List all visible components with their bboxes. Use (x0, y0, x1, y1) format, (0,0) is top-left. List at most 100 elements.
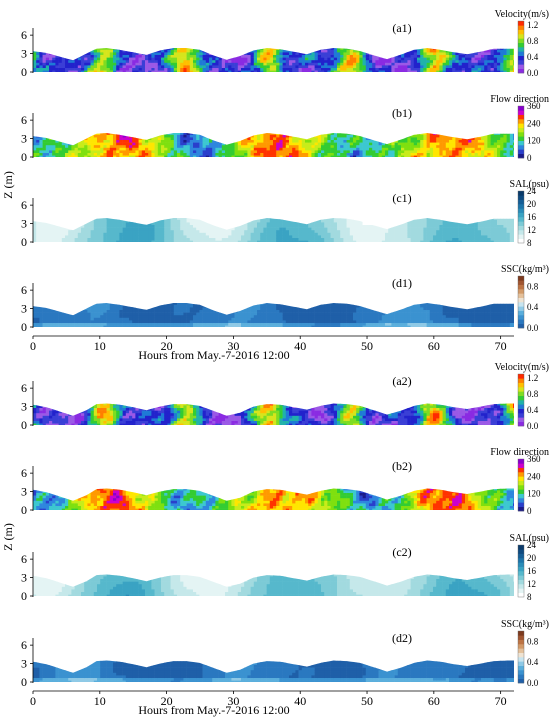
field-cell (157, 155, 162, 157)
field-cell (244, 117, 248, 120)
field-cell (151, 134, 155, 138)
field-cell (474, 70, 479, 72)
field-cell (458, 49, 463, 53)
field-cell (509, 65, 514, 69)
field-cell (234, 55, 239, 58)
field-cell (244, 48, 248, 51)
field-cell (295, 122, 299, 125)
field-cell (257, 134, 261, 138)
field-cell (164, 29, 168, 32)
field-cell (234, 48, 239, 51)
field-cell (132, 147, 136, 151)
field-cell (283, 124, 287, 127)
field-cell (404, 55, 408, 58)
field-cell (148, 68, 152, 71)
field-cell (388, 70, 392, 72)
field-cell (401, 52, 405, 56)
field-cell (45, 140, 50, 143)
field-cell (385, 150, 389, 154)
field-cell (449, 29, 453, 32)
field-cell (225, 48, 229, 51)
field-cell (225, 130, 229, 133)
field-cell (158, 42, 162, 45)
field-cell (161, 45, 165, 48)
field-cell (302, 119, 306, 122)
field-cell (93, 57, 98, 61)
field-cell (91, 29, 95, 32)
field-cell (334, 32, 338, 35)
field-cell (468, 122, 472, 125)
field-cell (167, 49, 171, 53)
field-cell (157, 70, 162, 72)
field-cell (289, 42, 293, 45)
field-cell (471, 119, 475, 122)
field-cell (324, 34, 328, 37)
field-cell (423, 60, 427, 64)
field-cell (247, 32, 251, 35)
field-cell (510, 34, 514, 37)
field-cell (369, 142, 373, 146)
field-cell (193, 130, 197, 133)
field-cell (100, 142, 104, 146)
field-cell (180, 68, 184, 71)
field-cell (139, 42, 143, 45)
field-cell (123, 32, 127, 35)
field-cell (260, 130, 264, 133)
field-cell (279, 142, 283, 146)
field-cell (289, 155, 293, 157)
field-cell (385, 37, 389, 40)
field-cell (375, 147, 379, 151)
field-cell (196, 147, 200, 151)
field-cell (244, 49, 248, 53)
field-cell (247, 153, 251, 156)
field-cell (436, 142, 440, 146)
field-cell (401, 39, 405, 42)
field-cell (369, 122, 373, 125)
field-cell (129, 137, 133, 141)
field-cell (206, 130, 210, 133)
field-cell (87, 140, 91, 143)
field-cell (228, 140, 232, 143)
field-cell (285, 155, 290, 157)
field-cell (193, 70, 197, 72)
field-cell (119, 122, 123, 125)
field-cell (404, 130, 408, 133)
field-cell (49, 155, 53, 157)
field-cell (433, 62, 437, 66)
field-cell (490, 55, 495, 58)
field-cell (77, 48, 82, 51)
field-cell (87, 42, 91, 45)
field-cell (343, 122, 347, 125)
field-cell (33, 57, 37, 61)
field-cell (471, 124, 475, 127)
field-cell (39, 122, 43, 125)
field-cell (305, 155, 309, 157)
field-cell (381, 155, 386, 157)
field-cell (196, 142, 200, 146)
field-cell (125, 48, 130, 51)
field-cell (225, 60, 229, 64)
field-cell (190, 127, 194, 130)
field-cell (420, 29, 424, 32)
field-cell (420, 140, 424, 143)
field-cell (58, 142, 63, 146)
field-cell (174, 122, 178, 125)
field-cell (276, 119, 280, 122)
field-cell (161, 130, 165, 133)
field-cell (474, 65, 479, 69)
field-cell (471, 65, 475, 69)
field-cell (234, 52, 239, 56)
field-cell (289, 114, 293, 117)
field-cell (100, 48, 104, 51)
field-cell (206, 117, 210, 120)
field-cell (282, 155, 287, 157)
field-cell (251, 119, 255, 122)
field-cell (315, 117, 319, 120)
field-cell (254, 122, 257, 125)
field-cell (148, 119, 152, 122)
field-cell (273, 140, 277, 143)
field-cell (228, 68, 232, 71)
field-cell (340, 145, 344, 149)
field-cell (458, 133, 463, 136)
field-cell (221, 140, 226, 143)
